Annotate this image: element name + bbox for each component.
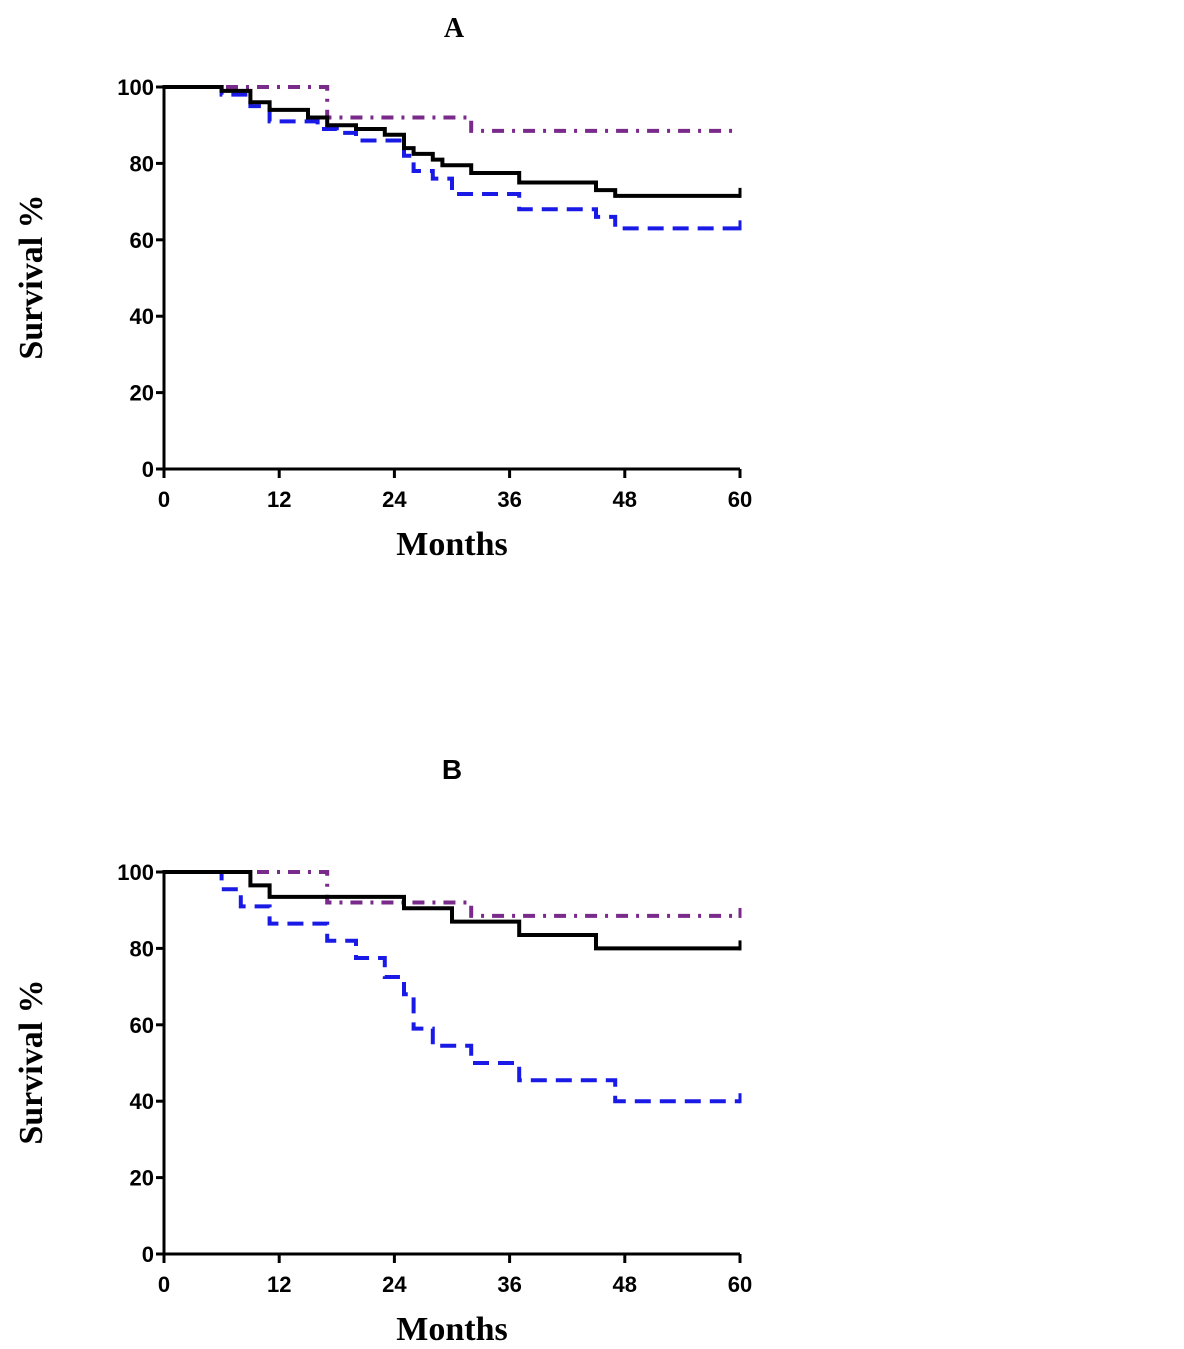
panel-b-letter: B bbox=[442, 754, 462, 785]
y-tick-label: 20 bbox=[130, 1166, 154, 1191]
panel-b-x-axis-title: Months bbox=[396, 1311, 507, 1348]
x-tick-label: 60 bbox=[728, 487, 752, 512]
series-line-2 bbox=[164, 85, 740, 231]
panel-b: B Survival % Months 0 20 40 60 80 100 0 12 24 36 4… bbox=[13, 754, 752, 1348]
x-tick-label: 12 bbox=[267, 487, 291, 512]
x-tick-label: 0 bbox=[158, 487, 170, 512]
x-tick-label: 36 bbox=[497, 487, 521, 512]
series-line-3 bbox=[164, 85, 740, 198]
panel-a-plot-area: 0 20 40 60 80 100 0 12 24 36 48 60 bbox=[117, 75, 752, 512]
y-tick-label: 80 bbox=[130, 936, 154, 961]
y-tick-label: 40 bbox=[130, 304, 154, 329]
y-tick-label: 60 bbox=[130, 1013, 154, 1038]
series-line-2 bbox=[164, 870, 740, 1104]
x-tick-label: 48 bbox=[613, 1272, 637, 1297]
x-tick-label: 24 bbox=[382, 487, 407, 512]
y-tick-label: 20 bbox=[130, 381, 154, 406]
x-tick-label: 60 bbox=[728, 1272, 752, 1297]
x-tick-label: 0 bbox=[158, 1272, 170, 1297]
x-tick-label: 48 bbox=[613, 487, 637, 512]
y-tick-label: 0 bbox=[142, 1242, 154, 1267]
panel-a: A Survival % Months 0 20 40 60 80 100 0 12 24 36 4… bbox=[13, 13, 752, 563]
x-tick-label: 36 bbox=[497, 1272, 521, 1297]
panel-a-y-axis-title: Survival % bbox=[13, 194, 50, 359]
y-tick-label: 60 bbox=[130, 228, 154, 253]
y-tick-label: 40 bbox=[130, 1089, 154, 1114]
panel-a-letter: A bbox=[444, 13, 465, 44]
panel-b-y-axis-title: Survival % bbox=[13, 979, 50, 1144]
y-tick-label: 100 bbox=[117, 860, 154, 885]
panel-b-plot-area: 0 20 40 60 80 100 0 12 24 36 48 60 bbox=[117, 860, 752, 1297]
series-line-1 bbox=[164, 870, 740, 918]
y-tick-label: 80 bbox=[130, 151, 154, 176]
series-line-3 bbox=[164, 870, 740, 951]
panel-a-x-axis-title: Months bbox=[396, 526, 507, 563]
x-tick-label: 12 bbox=[267, 1272, 291, 1297]
y-tick-label: 100 bbox=[117, 75, 154, 100]
x-tick-label: 24 bbox=[382, 1272, 407, 1297]
y-tick-label: 0 bbox=[142, 457, 154, 482]
